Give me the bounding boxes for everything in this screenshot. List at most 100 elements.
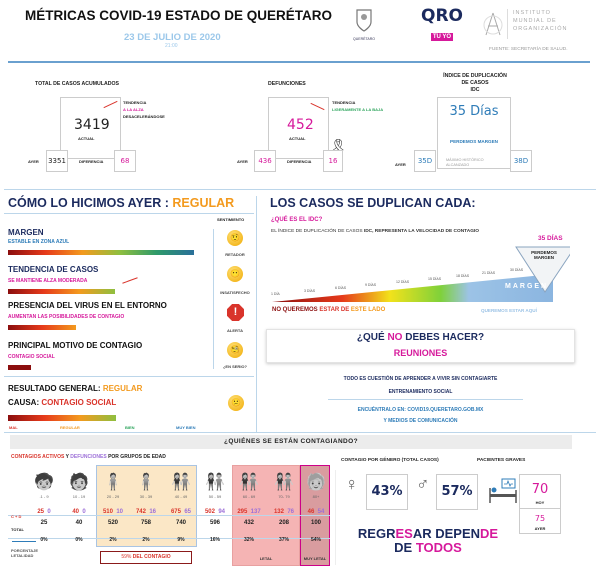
- today-label: HOY: [535, 500, 545, 505]
- idc-desc-bold: IDC, REPRESENTA LA VELOCIDAD DE CONTAGIO: [363, 229, 479, 234]
- cause-value: CONTAGIO SOCIAL: [41, 398, 117, 407]
- who-band: [10, 435, 572, 449]
- age-title-3: DEFUNCIONES: [70, 454, 107, 460]
- person-icon: 🧑: [69, 474, 89, 491]
- idc-max-label: ALCANZADO: [446, 163, 470, 167]
- age-range: 10 - 19: [72, 494, 86, 499]
- female-icon: ♀: [345, 474, 359, 494]
- idc-marker-triangle: [515, 246, 570, 293]
- scale-bien: BIEN: [125, 425, 135, 430]
- group-total: 520: [107, 520, 118, 526]
- website-link[interactable]: ENCUÉNTRALO EN: COVID19.QUERETARO.GOB.MX: [357, 407, 484, 413]
- group-total: 40: [75, 520, 83, 526]
- deaths-diff-label: DIFERENCIA: [287, 159, 312, 164]
- lethality-pct: 32%: [243, 537, 254, 543]
- idc-tick: 3 DÍAS: [304, 289, 316, 293]
- idc-tick: 9 DÍAS: [365, 283, 377, 287]
- idc-desc: EL ÍNDICE DE DUPLICACIÓN DE CASOS: [271, 229, 364, 234]
- active-cases: 510: [102, 509, 113, 515]
- deaths: 16: [149, 509, 157, 515]
- cases-box: [60, 97, 121, 159]
- trend-up-arrow-icon: [122, 277, 138, 284]
- age-range: 60 - 69: [242, 494, 256, 499]
- cases-diff-label: DIFERENCIA: [79, 159, 104, 164]
- muy-letal-label: MUY LETAL: [303, 556, 327, 561]
- male-icon: ♂: [416, 474, 430, 494]
- scale-regular: REGULAR: [60, 425, 80, 430]
- yesterday-title: CÓMO LO HICIMOS AYER :: [8, 196, 173, 210]
- active-cases: 46: [307, 509, 315, 515]
- idc-question: ¿QUÉ ES EL IDC?: [271, 217, 323, 223]
- item-subtitle: ESTABLE EN ZONA AZUL: [8, 239, 70, 245]
- deaths-value-label: ACTUAL: [289, 136, 306, 141]
- age-group-column: 🧑 10 - 19 40 0 40 0%: [62, 474, 96, 543]
- deaths-trend-title: TENDENCIA: [332, 100, 356, 105]
- age-group-column: 👫 60 - 69 295 137 432 32%: [232, 474, 266, 543]
- age-group-column: 👫 40 - 49 675 65 740 9%: [164, 474, 198, 543]
- media-link: Y MEDIOS DE COMUNICACIÓN: [383, 418, 458, 424]
- confused-face-icon: 😕: [228, 395, 244, 411]
- idc-tick: 6 DÍAS: [335, 286, 347, 290]
- dont-q1: ¿QUÉ: [356, 332, 388, 343]
- dont-card: [266, 329, 575, 363]
- item-title: PRESENCIA DEL VIRUS EN EL ENTORNO: [8, 301, 167, 310]
- lethality-pct: 54%: [310, 537, 321, 543]
- item-subtitle: SE MANTIENE ALZA MODERADA: [8, 278, 88, 284]
- scale-mal: MAL: [9, 425, 18, 430]
- deaths: 0: [82, 509, 86, 515]
- item-level-bar: [8, 325, 76, 330]
- item-subtitle: CONTAGIO SOCIAL: [8, 354, 55, 360]
- slogan-part: REGR: [357, 526, 396, 541]
- person-icon: 🧓: [306, 474, 326, 491]
- qro-logo-text: QRO: [421, 6, 463, 26]
- deaths: 94: [218, 509, 226, 515]
- age-title-4: POR GRUPOS DE EDAD: [106, 454, 166, 460]
- sentiment-label: ALERTA: [227, 328, 243, 333]
- active-cases: 40: [72, 509, 79, 515]
- report-time: 21:00: [165, 43, 178, 49]
- deaths-ayer-label: AYER: [237, 159, 248, 164]
- cases-trend-title: TENDENCIA: [123, 100, 147, 105]
- idc-label: IDC: [470, 87, 480, 93]
- bad-side-1: NO QUEREMOS: [272, 307, 320, 313]
- severe-yesterday: 75: [534, 514, 546, 523]
- result-value: REGULAR: [102, 384, 143, 393]
- slogan-part: ES: [395, 526, 413, 541]
- person-icon: 🧒: [34, 474, 54, 491]
- male-pct: 57%: [436, 474, 478, 510]
- person-icon: 👫: [239, 474, 259, 491]
- idc-gradient-wedge: [272, 274, 553, 302]
- report-date: 23 DE JULIO DE 2020: [124, 32, 221, 43]
- good-side: QUEREMOS ESTAR AQUÍ: [481, 308, 537, 313]
- active-cases: 502: [204, 509, 215, 515]
- queretaro-seal-logo: QUERÉTARO: [352, 8, 376, 41]
- imo-line: MUNDIAL DE: [513, 18, 557, 24]
- group-total: 596: [209, 520, 220, 526]
- dont-answer: REUNIONES: [393, 348, 448, 358]
- item-title: MARGEN: [8, 228, 44, 237]
- person-icon: 👫: [205, 474, 225, 491]
- age-range: 80+: [312, 494, 320, 499]
- age-group-column: 🧍 20 - 29 510 10 520 2%: [96, 474, 130, 543]
- lethality-pct: 37%: [278, 537, 289, 543]
- group-total: 758: [140, 520, 151, 526]
- idc-tick: 15 DÍAS: [428, 277, 442, 281]
- age-title-2: Y: [64, 454, 71, 460]
- item-subtitle: AUMENTAN LAS POSIBILIDADES DE CONTAGIO: [8, 314, 125, 320]
- item-title: TENDENCIA DE CASOS: [8, 265, 99, 274]
- result-level-bar: [8, 415, 116, 421]
- slogan-part: DE: [394, 540, 416, 555]
- idc-status: PERDEMOS MARGEN: [450, 139, 498, 144]
- slogan-part: AR DEPEN: [412, 526, 481, 541]
- severe-title: PACIENTES GRAVES: [477, 458, 526, 463]
- cases-ayer-label: AYER: [28, 159, 39, 164]
- message-line2: ENTRENAMIENTO SOCIAL: [388, 389, 453, 395]
- lethality-arrow-icon: [12, 541, 36, 542]
- cases-label: TOTAL DE CASOS ACUMULADOS: [35, 81, 119, 87]
- cases-value: 3419: [74, 117, 110, 133]
- age-group-column: 🧒 .1 - 9 25 0 25 0%: [27, 474, 61, 543]
- person-icon: 🧍: [103, 474, 123, 491]
- contagio-label: DEL CONTAGIO: [131, 554, 171, 560]
- result-label: RESULTADO GENERAL:: [8, 384, 103, 393]
- lethality-pct: 9%: [177, 537, 185, 543]
